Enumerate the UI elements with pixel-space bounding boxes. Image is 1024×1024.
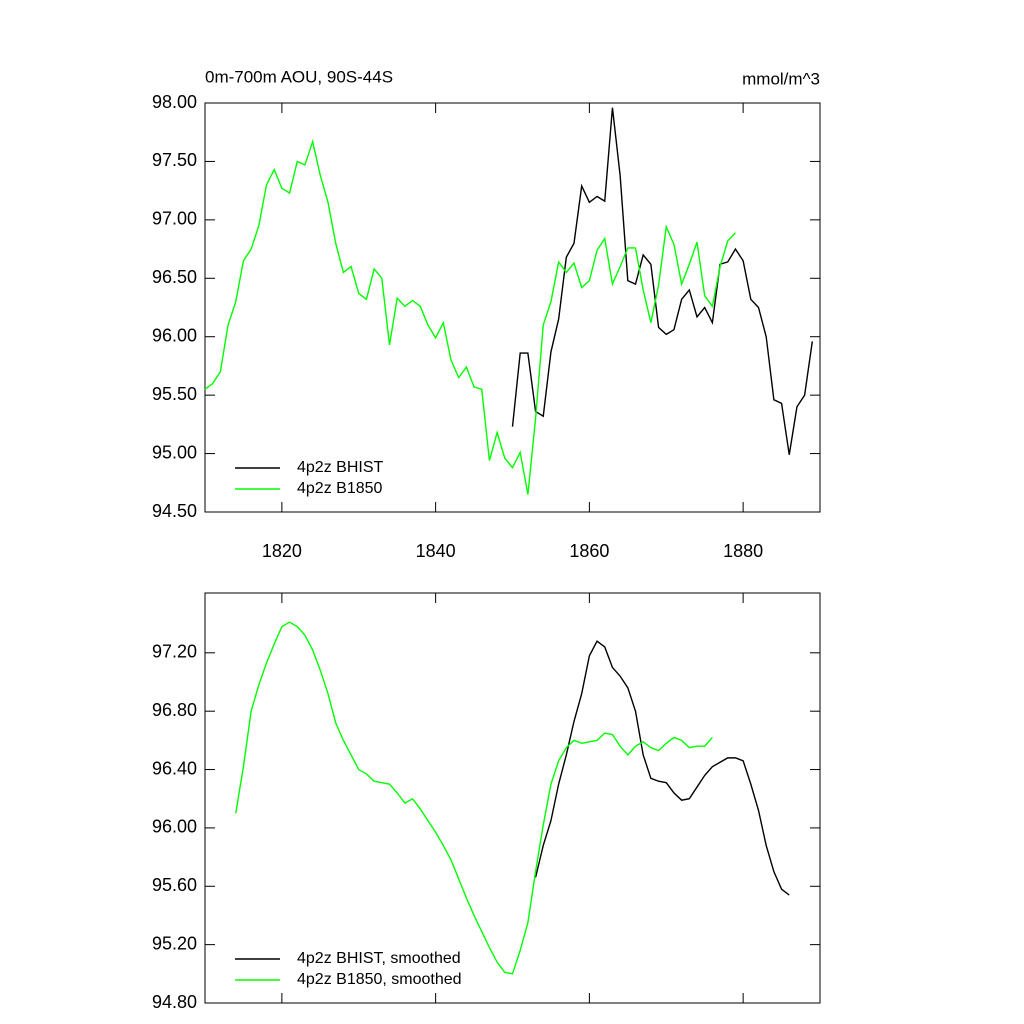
- y-tick-label: 97.20: [152, 642, 197, 662]
- x-tick-label: 1860: [569, 541, 609, 561]
- chart-subtitle: mmol/m^3: [742, 69, 820, 88]
- y-tick-label: 94.50: [152, 501, 197, 521]
- y-tick-label: 95.50: [152, 384, 197, 404]
- x-tick-label: 1820: [262, 541, 302, 561]
- legend-label: 4p2z BHIST, smoothed: [297, 950, 461, 967]
- y-tick-label: 96.00: [152, 325, 197, 345]
- series-line: [204, 138, 736, 495]
- series-line: [534, 640, 790, 896]
- y-tick-label: 96.50: [152, 267, 197, 287]
- y-tick-label: 96.80: [152, 700, 197, 720]
- legend-label: 4p2z BHIST: [297, 459, 383, 476]
- y-tick-label: 97.00: [152, 209, 197, 229]
- series-line: [511, 107, 814, 455]
- y-tick-label: 96.40: [152, 758, 197, 778]
- chart-title: 0m-700m AOU, 90S-44S: [205, 67, 393, 86]
- x-tick-label: 1840: [416, 541, 456, 561]
- legend-label: 4p2z B1850, smoothed: [297, 971, 462, 988]
- series-line: [235, 621, 713, 975]
- legend-label: 4p2z B1850: [297, 480, 383, 497]
- y-tick-label: 98.00: [152, 92, 197, 112]
- y-tick-label: 95.20: [152, 933, 197, 953]
- y-tick-label: 97.50: [152, 150, 197, 170]
- plot-frame: [204, 592, 821, 1004]
- y-tick-label: 96.00: [152, 817, 197, 837]
- x-tick-label: 1880: [723, 541, 763, 561]
- y-tick-label: 95.60: [152, 875, 197, 895]
- y-tick-label: 94.80: [152, 992, 197, 1012]
- plot-frame: [204, 102, 821, 513]
- y-tick-label: 95.00: [152, 442, 197, 462]
